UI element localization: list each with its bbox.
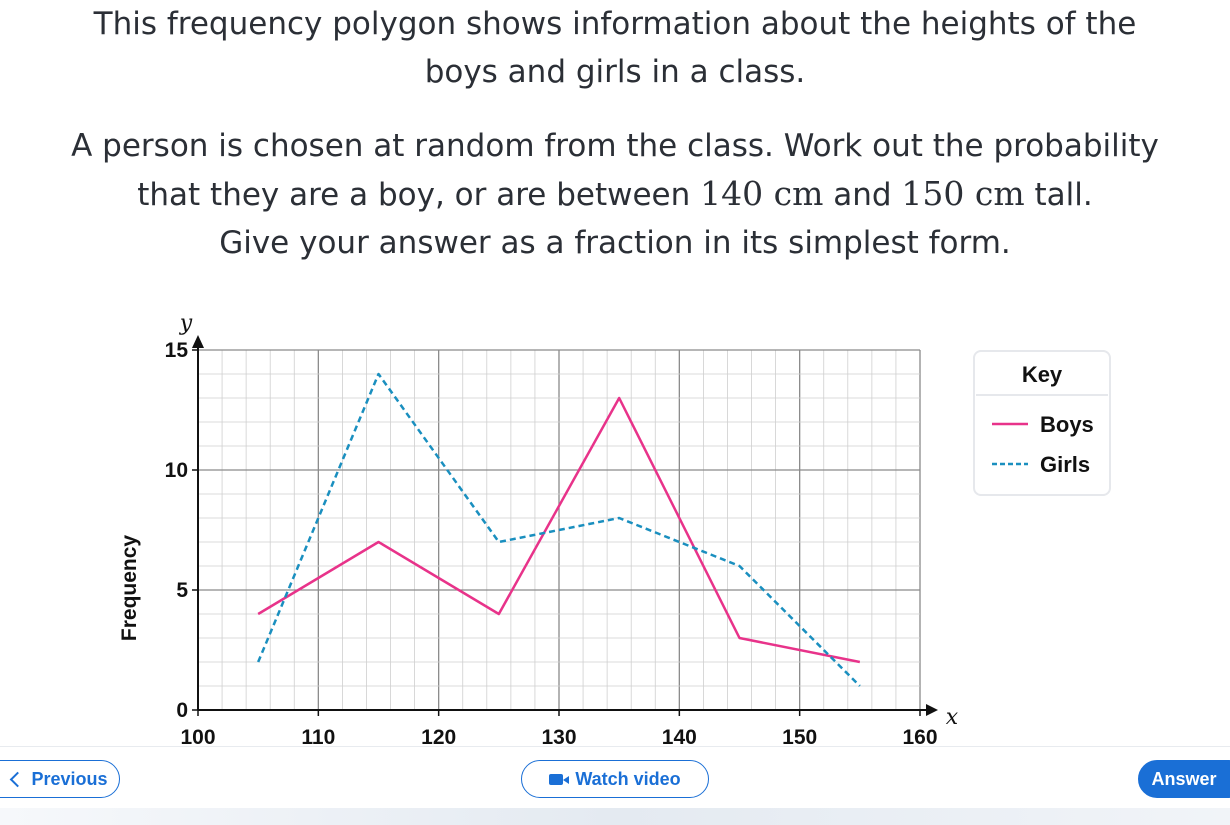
chart-series (257, 372, 861, 687)
footer-shade (0, 808, 1230, 825)
legend-box (973, 350, 1111, 496)
frequency-polygon-chart: 100 110 120 130 140 150 160 0 5 10 15 y x Frequenc… (118, 311, 1111, 745)
question-text: and (823, 177, 902, 213)
chart-axes (192, 335, 938, 716)
y-axis-title: Frequency (118, 535, 141, 642)
question-line: Give your answer as a fraction in its si… (219, 225, 1011, 261)
y-tick-label: 0 (176, 699, 188, 722)
previous-button[interactable]: Previous (0, 760, 120, 798)
y-tick-label: 10 (165, 459, 188, 482)
question-line: that they are a boy, or are between 140 … (0, 170, 1230, 219)
y-tick-label: 15 (165, 339, 189, 362)
x-tick-label: 140 (662, 726, 697, 745)
footer-divider (0, 746, 1230, 747)
x-tick-label: 120 (421, 726, 456, 745)
legend-label-boys: Boys (1040, 412, 1094, 437)
legend-key: Key Boys Girls (973, 350, 1111, 496)
chart-ticks: 100 110 120 130 140 150 160 0 5 10 15 (165, 339, 938, 745)
answer-button-label: Answer (1151, 768, 1217, 789)
y-variable-label: y (179, 311, 193, 336)
x-tick-label: 150 (782, 726, 817, 745)
footer-bar: Previous Watch video Answer (0, 746, 1230, 825)
y-axis-arrow-icon (192, 335, 204, 348)
watch-video-button[interactable]: Watch video (521, 760, 709, 798)
chart-grid (197, 349, 921, 711)
series-line-boys (257, 396, 861, 664)
question-line: boys and girls in a class. (424, 54, 806, 90)
question-text: that they are a boy, or are between (137, 177, 701, 213)
y-tick-label: 5 (176, 579, 188, 602)
math-value-150: 150 cm (901, 174, 1025, 213)
x-variable-label: x (946, 705, 959, 730)
legend-title: Key (1022, 362, 1063, 387)
previous-button-label: Previous (31, 768, 108, 789)
x-tick-label: 160 (902, 726, 937, 745)
math-value-140: 140 cm (700, 174, 824, 213)
series-line-girls (257, 372, 861, 687)
video-camera-icon (549, 773, 570, 785)
answer-button[interactable]: Answer (1138, 760, 1230, 798)
x-tick-label: 110 (301, 726, 335, 745)
x-tick-label: 130 (541, 726, 576, 745)
question-intro: This frequency polygon shows information… (0, 0, 1230, 96)
chevron-left-icon (10, 771, 26, 787)
legend-label-girls: Girls (1040, 452, 1090, 477)
question-task: A person is chosen at random from the cl… (0, 122, 1230, 267)
question-line: This frequency polygon shows information… (93, 6, 1137, 42)
question-line: A person is chosen at random from the cl… (71, 128, 1159, 164)
question-text: tall. (1024, 177, 1093, 213)
x-axis-arrow-icon (926, 704, 938, 716)
x-tick-label: 100 (180, 726, 215, 745)
watch-video-button-label: Watch video (575, 768, 681, 789)
